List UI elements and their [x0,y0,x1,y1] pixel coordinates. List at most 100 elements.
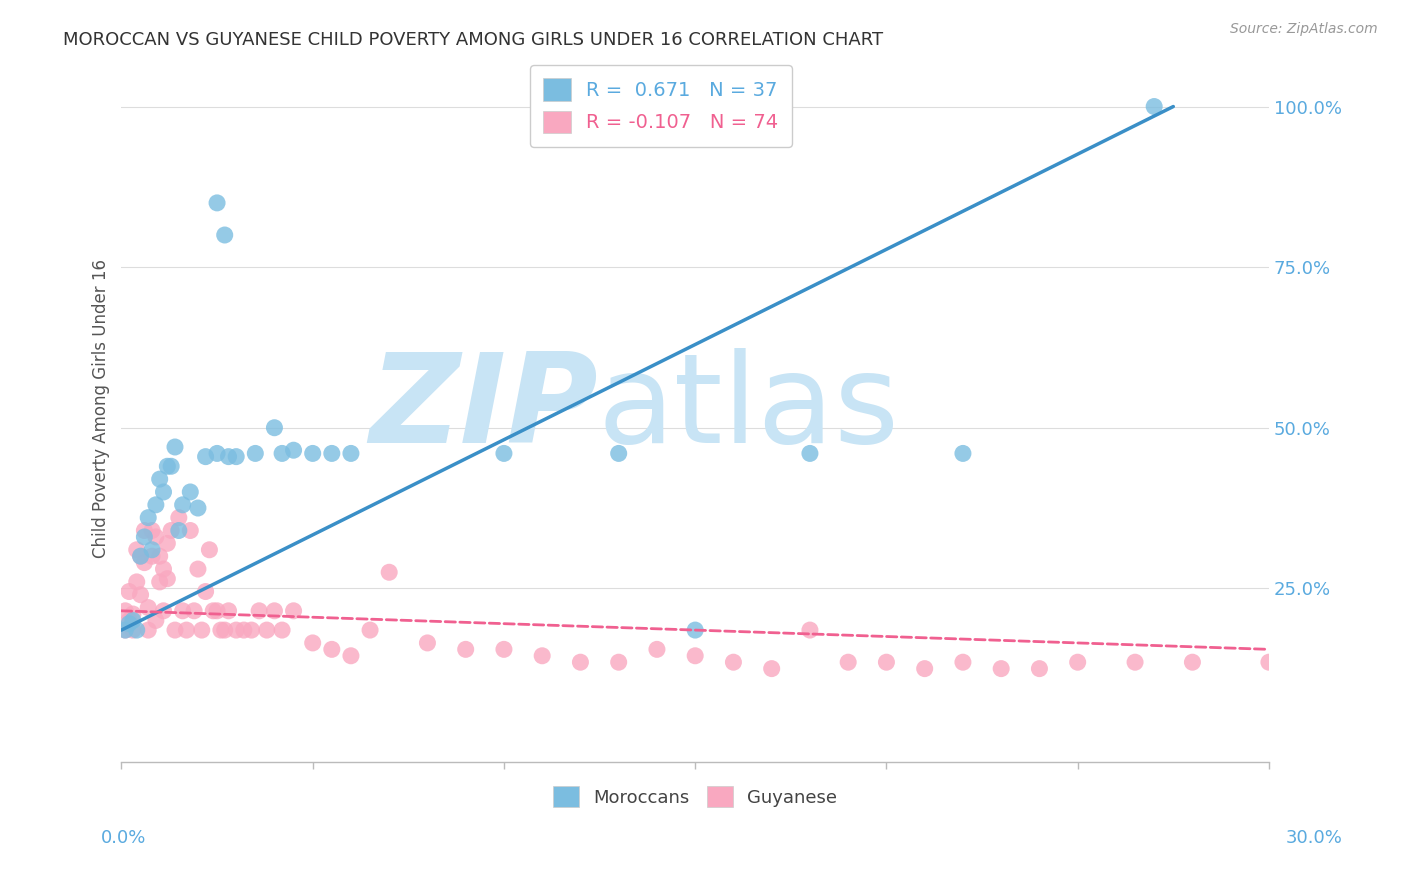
Point [152,485,174,500]
Point [531,648,554,663]
Point [247,604,270,618]
Point [218,604,240,618]
Point [136,600,159,615]
Point [163,440,186,454]
Point [205,446,228,460]
Text: 30.0%: 30.0% [1286,829,1343,847]
Point [205,604,228,618]
Point [194,450,217,464]
Point [245,446,267,460]
Point [167,510,190,524]
Point [645,642,668,657]
Point [156,572,179,586]
Point [952,655,974,669]
Point [301,446,323,460]
Point [114,604,136,618]
Point [125,574,148,589]
Point [232,623,254,637]
Point [129,588,152,602]
Point [118,616,141,631]
Point [952,446,974,460]
Point [172,498,194,512]
Point [179,485,201,500]
Point [163,623,186,637]
Point [122,614,145,628]
Point [125,542,148,557]
Point [134,556,156,570]
Point [256,623,278,637]
Point [761,662,783,676]
Text: 0.0%: 0.0% [101,829,146,847]
Point [683,648,706,663]
Point [378,566,401,580]
Point [283,604,305,618]
Point [1258,655,1281,669]
Point [145,614,167,628]
Point [837,655,859,669]
Point [156,459,179,474]
Point [607,655,630,669]
Point [114,623,136,637]
Point [141,542,163,557]
Point [122,623,145,637]
Point [1143,99,1166,113]
Point [799,623,821,637]
Point [723,655,745,669]
Point [283,443,305,458]
Point [191,623,214,637]
Point [214,623,236,637]
Text: atlas: atlas [598,348,900,469]
Point [141,524,163,538]
Point [194,584,217,599]
Point [145,498,167,512]
Point [179,524,201,538]
Point [271,446,294,460]
Point [149,549,172,564]
Point [321,446,343,460]
Point [301,636,323,650]
Point [214,227,236,242]
Point [454,642,477,657]
Point [416,636,439,650]
Point [172,604,194,618]
Point [875,655,897,669]
Point [187,562,209,576]
Point [134,530,156,544]
Point [136,510,159,524]
Point [271,623,294,637]
Point [240,623,263,637]
Point [129,549,152,564]
Point [683,623,706,637]
Point [1181,655,1204,669]
Point [321,642,343,657]
Point [114,623,136,637]
Point [160,524,183,538]
Legend: Moroccans, Guyanese: Moroccans, Guyanese [544,778,846,816]
Point [129,549,152,564]
Point [492,642,515,657]
Point [183,604,205,618]
Y-axis label: Child Poverty Among Girls Under 16: Child Poverty Among Girls Under 16 [93,259,110,558]
Point [263,421,285,435]
Point [607,446,630,460]
Point [118,614,141,628]
Point [492,446,515,460]
Point [218,450,240,464]
Point [167,524,190,538]
Point [359,623,381,637]
Point [149,472,172,486]
Text: ZIP: ZIP [368,348,598,469]
Point [187,501,209,516]
Point [198,542,221,557]
Point [205,195,228,210]
Point [340,446,363,460]
Text: MOROCCAN VS GUYANESE CHILD POVERTY AMONG GIRLS UNDER 16 CORRELATION CHART: MOROCCAN VS GUYANESE CHILD POVERTY AMONG… [63,31,883,49]
Point [160,459,183,474]
Point [149,574,172,589]
Point [118,584,141,599]
Point [136,623,159,637]
Point [125,623,148,637]
Point [1123,655,1146,669]
Point [152,562,174,576]
Point [1066,655,1088,669]
